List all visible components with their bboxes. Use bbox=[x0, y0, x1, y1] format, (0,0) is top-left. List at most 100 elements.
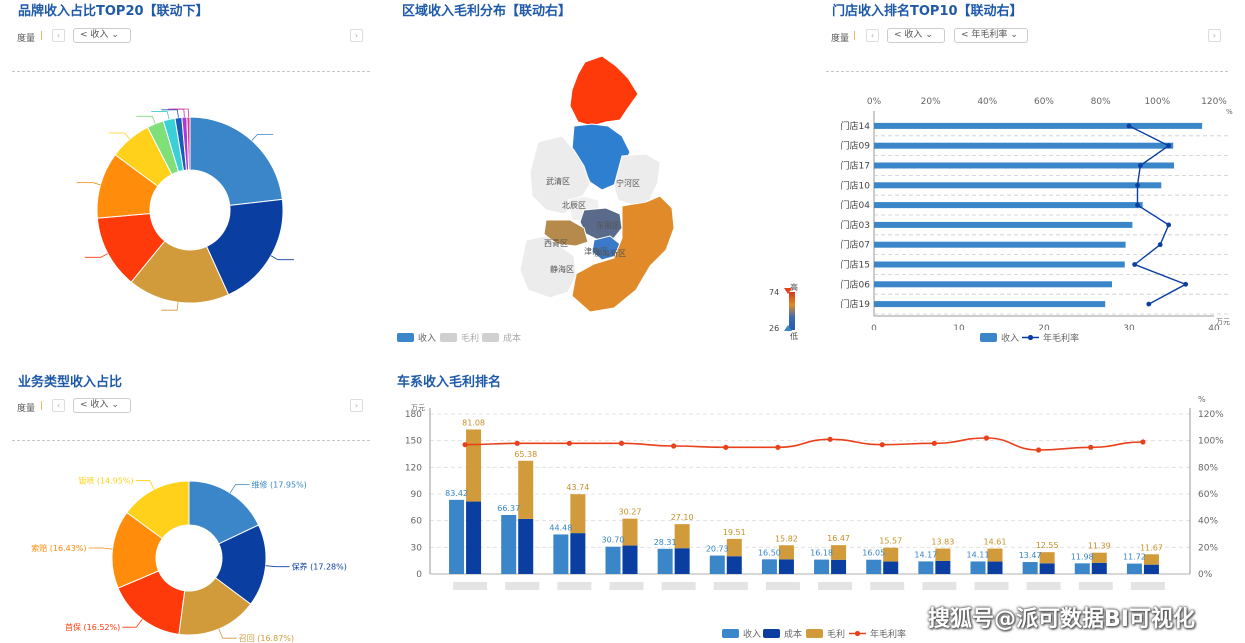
map-region-binhai[interactable] bbox=[571, 195, 675, 313]
brand-slice[interactable] bbox=[205, 198, 284, 296]
store-rate-point[interactable] bbox=[1146, 301, 1152, 307]
next-page-button[interactable]: › bbox=[350, 29, 363, 42]
series-legend-profit[interactable]: 毛利 bbox=[806, 627, 845, 640]
store-dropdown-revenue[interactable]: < 收入 ⌄ bbox=[887, 28, 945, 43]
store-rate-point[interactable] bbox=[1166, 143, 1172, 149]
store-rate-point[interactable] bbox=[1166, 222, 1172, 228]
series-legend-cost[interactable]: 成本 bbox=[763, 627, 802, 640]
series-rate-point[interactable] bbox=[1140, 439, 1146, 445]
series-rate-point[interactable] bbox=[1036, 447, 1042, 453]
store-rate-point[interactable] bbox=[1157, 242, 1163, 248]
store-revenue-bar[interactable] bbox=[874, 241, 1126, 248]
series-cost-bar[interactable] bbox=[518, 518, 534, 574]
series-cost-bar[interactable] bbox=[570, 533, 586, 574]
visual-min-handle[interactable] bbox=[784, 325, 792, 331]
legend-profit[interactable]: 毛利 bbox=[440, 331, 479, 344]
store-rate-point[interactable] bbox=[1183, 281, 1189, 287]
store-rate-point[interactable] bbox=[1137, 163, 1143, 168]
store-revenue-bar[interactable] bbox=[874, 281, 1112, 288]
store-legend-revenue[interactable]: 收入 bbox=[980, 331, 1019, 344]
series-cost-bar[interactable] bbox=[883, 561, 899, 574]
series-cost-bar[interactable] bbox=[778, 559, 794, 574]
series-cost-bar[interactable] bbox=[466, 501, 482, 574]
series-rate-point[interactable] bbox=[671, 443, 677, 449]
series-cost-bar[interactable] bbox=[674, 548, 690, 574]
series-profit-bar[interactable] bbox=[674, 524, 690, 549]
legend-revenue[interactable]: 收入 bbox=[397, 331, 436, 344]
store-legend-rate[interactable]: 年毛利率 bbox=[1022, 331, 1079, 344]
series-profit-bar[interactable] bbox=[831, 545, 847, 560]
series-cost-bar[interactable] bbox=[1091, 562, 1107, 574]
series-revenue-bar[interactable] bbox=[657, 548, 673, 574]
series-rate-point[interactable] bbox=[618, 440, 625, 446]
series-cost-bar[interactable] bbox=[726, 556, 742, 574]
series-revenue-bar[interactable] bbox=[761, 559, 777, 574]
visual-max-handle[interactable] bbox=[784, 288, 792, 294]
series-revenue-bar[interactable] bbox=[553, 534, 569, 574]
series-rate-point[interactable] bbox=[514, 440, 520, 446]
series-revenue-bar[interactable] bbox=[1022, 562, 1038, 574]
series-profit-bar[interactable] bbox=[570, 494, 586, 534]
series-cost-bar[interactable] bbox=[1039, 563, 1055, 574]
store-rate-point[interactable] bbox=[1126, 123, 1132, 129]
series-revenue-bar[interactable] bbox=[1074, 563, 1090, 574]
store-dropdown-rate[interactable]: < 年毛利率 ⌄ bbox=[954, 28, 1028, 43]
series-profit-bar[interactable] bbox=[1091, 552, 1107, 563]
series-revenue-bar[interactable] bbox=[1126, 563, 1142, 574]
visual-map-bar[interactable] bbox=[789, 292, 795, 330]
series-profit-bar[interactable] bbox=[466, 429, 482, 502]
series-revenue-bar[interactable] bbox=[866, 559, 882, 574]
store-next-button[interactable]: › bbox=[1208, 29, 1221, 42]
series-rate-point[interactable] bbox=[723, 444, 729, 450]
store-revenue-bar[interactable] bbox=[874, 122, 1203, 129]
series-profit-bar[interactable] bbox=[778, 545, 794, 560]
series-rate-point[interactable] bbox=[462, 442, 468, 448]
series-rate-point[interactable] bbox=[879, 442, 885, 448]
series-revenue-bar[interactable] bbox=[970, 561, 986, 574]
biz-slice[interactable] bbox=[126, 480, 190, 540]
series-profit-bar[interactable] bbox=[622, 518, 638, 546]
store-rate-point[interactable] bbox=[1135, 182, 1140, 188]
series-revenue-bar[interactable] bbox=[605, 546, 621, 574]
series-rate-point[interactable] bbox=[827, 436, 833, 442]
store-revenue-bar[interactable] bbox=[874, 221, 1133, 228]
series-cost-bar[interactable] bbox=[1143, 564, 1159, 574]
series-legend-revenue[interactable]: 收入 bbox=[722, 627, 761, 640]
store-revenue-bar[interactable] bbox=[874, 301, 1106, 308]
series-legend-rate[interactable]: 年毛利率 bbox=[849, 627, 906, 640]
brand-slice[interactable] bbox=[186, 116, 191, 171]
store-rate-point[interactable] bbox=[1132, 262, 1138, 267]
series-rate-point[interactable] bbox=[566, 440, 572, 446]
prev-page-button[interactable]: ‹ bbox=[52, 29, 65, 42]
measure-dropdown[interactable]: < 收入 ⌄ bbox=[73, 28, 131, 43]
series-profit-bar[interactable] bbox=[1039, 552, 1055, 564]
series-cost-bar[interactable] bbox=[622, 545, 638, 574]
map-region-center[interactable] bbox=[579, 207, 623, 241]
series-cost-bar[interactable] bbox=[831, 559, 847, 574]
series-profit-bar[interactable] bbox=[1143, 554, 1159, 565]
biz-prev-button[interactable]: ‹ bbox=[52, 399, 65, 412]
series-profit-bar[interactable] bbox=[518, 460, 534, 519]
store-prev-button[interactable]: ‹ bbox=[866, 29, 879, 42]
biz-next-button[interactable]: › bbox=[350, 399, 363, 412]
series-revenue-bar[interactable] bbox=[918, 561, 934, 574]
series-revenue-bar[interactable] bbox=[814, 559, 830, 574]
series-cost-bar[interactable] bbox=[987, 561, 1003, 574]
map-region-jinghai[interactable] bbox=[519, 235, 577, 299]
series-profit-bar[interactable] bbox=[726, 538, 742, 557]
series-profit-bar[interactable] bbox=[883, 547, 899, 562]
series-revenue-bar[interactable] bbox=[501, 515, 517, 574]
series-cost-bar[interactable] bbox=[935, 560, 951, 574]
series-profit-bar[interactable] bbox=[935, 548, 951, 561]
series-revenue-bar[interactable] bbox=[449, 499, 465, 574]
series-revenue-bar[interactable] bbox=[709, 555, 725, 574]
biz-dropdown[interactable]: < 收入 ⌄ bbox=[73, 398, 131, 413]
series-rate-point[interactable] bbox=[983, 435, 990, 441]
brand-slice[interactable] bbox=[189, 116, 283, 206]
series-rate-point[interactable] bbox=[931, 440, 937, 446]
series-rate-point[interactable] bbox=[1088, 444, 1094, 450]
store-revenue-bar[interactable] bbox=[874, 182, 1162, 189]
store-revenue-bar[interactable] bbox=[874, 261, 1125, 268]
store-revenue-bar[interactable] bbox=[874, 162, 1175, 169]
store-revenue-bar[interactable] bbox=[874, 142, 1174, 149]
